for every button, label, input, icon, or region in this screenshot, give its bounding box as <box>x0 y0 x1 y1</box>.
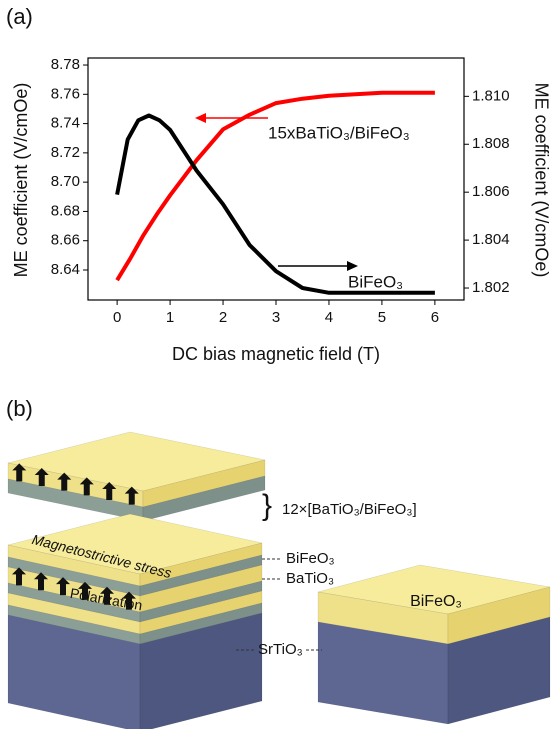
y2-tick-label: 1.808 <box>472 135 510 152</box>
y-tick-label: 8.68 <box>51 202 80 219</box>
y-tick-label: 8.72 <box>51 144 80 161</box>
series-label: BiFeO₃ <box>348 272 403 291</box>
x-tick-label: 5 <box>378 309 386 326</box>
y-tick-label: 8.64 <box>51 261 80 278</box>
y2-tick-label: 1.804 <box>472 231 510 248</box>
y-axis-title: ME coefficient (V/cmOe) <box>11 83 31 278</box>
x-tick-label: 2 <box>219 309 227 326</box>
figure: (a) DC bias magnetic field (T) ME coeffi… <box>0 0 553 729</box>
x-tick-label: 3 <box>272 309 280 326</box>
series-line <box>117 93 435 280</box>
x-axis-title: DC bias magnetic field (T) <box>172 344 380 364</box>
layer-label: BaTiO₃ <box>286 570 334 587</box>
x-tick-label: 4 <box>325 309 333 326</box>
x-tick-label: 6 <box>431 309 439 326</box>
diagram <box>8 432 550 729</box>
panel-label: (a) <box>6 4 33 29</box>
y-tick-label: 8.74 <box>51 115 80 132</box>
y-tick-label: 8.78 <box>51 56 80 73</box>
y2-tick-label: 1.802 <box>472 279 510 296</box>
y2-tick-label: 1.806 <box>472 183 510 200</box>
substrate-label: SrTiO₃ <box>258 641 303 658</box>
series-label: 15xBaTiO₃/BiFeO₃ <box>268 123 410 142</box>
y-tick-label: 8.66 <box>51 232 80 249</box>
film-label: BiFeO₃ <box>410 593 462 610</box>
layer-label: BiFeO₃ <box>286 550 335 567</box>
y2-tick-label: 1.810 <box>472 87 510 104</box>
x-tick-label: 1 <box>166 309 174 326</box>
arrow-head <box>347 261 358 271</box>
y-tick-label: 8.70 <box>51 173 80 190</box>
y2-axis-title: ME coefficient (V/cmOe) <box>531 83 551 278</box>
y-tick-label: 8.76 <box>51 85 80 102</box>
panel-label: (b) <box>6 396 33 421</box>
superlattice-label: 12×[BaTiO₃/BiFeO₃] <box>282 501 417 518</box>
arrow-head <box>195 113 206 123</box>
brace: } <box>262 489 272 522</box>
x-tick-label: 0 <box>113 309 121 326</box>
